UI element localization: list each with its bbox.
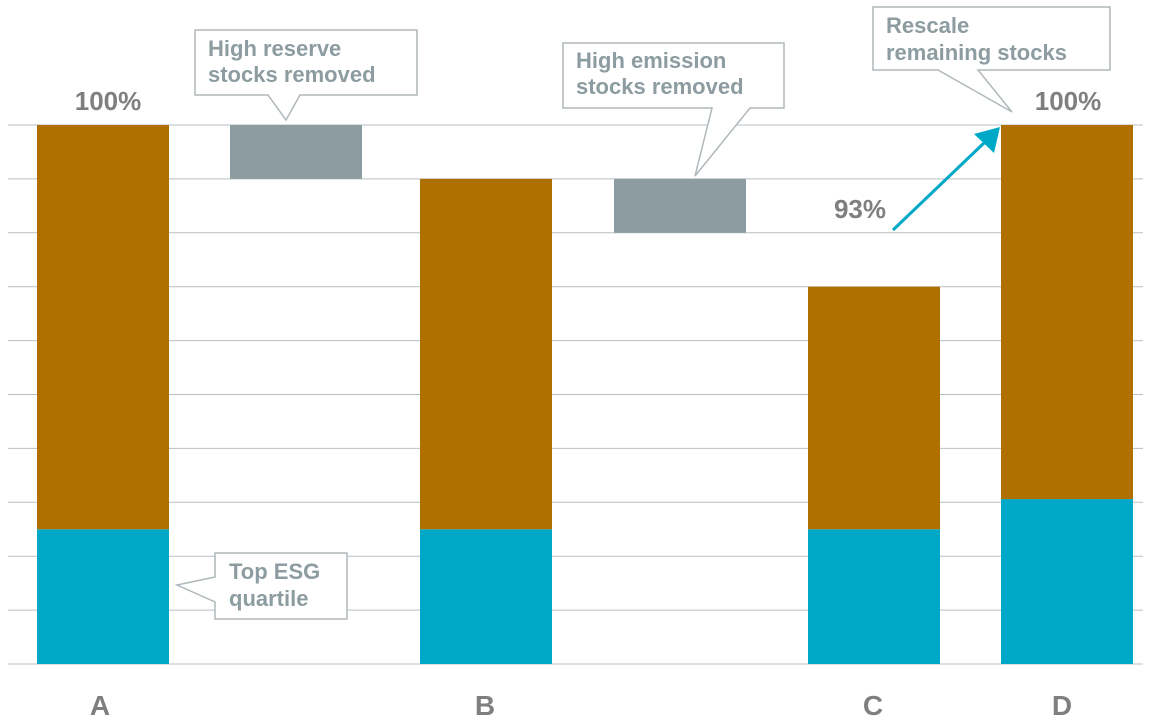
callout-rescale-line2: remaining stocks [886,40,1067,65]
bar-c-remaining [808,286,940,530]
bar-c-top-esg-quartile [808,529,940,664]
removal-bar-1 [230,125,362,179]
callout-rescale: Rescale remaining stocks [872,6,1111,113]
bar-d-top-esg-quartile [1001,499,1133,664]
callout-high-reserve-line2: stocks removed [208,62,376,87]
callout-rescale-line1: Rescale [886,13,969,38]
category-label-b: B [475,690,495,721]
callout-high-reserve: High reserve stocks removed [194,29,418,122]
callout-high-emission-line2: stocks removed [576,74,744,99]
callout-top-esg: Top ESG quartile [174,552,348,620]
removal-bar-2 [614,178,746,233]
rescale-arrow [891,127,1000,232]
callout-top-esg-line1: Top ESG [229,559,320,584]
callout-high-emission-line1: High emission [576,48,726,73]
total-label-a: 100% [75,86,142,116]
bar-b-remaining [420,178,552,530]
total-label-d: 100% [1035,86,1102,116]
total-label-c: 93% [834,194,886,224]
gridlines [8,124,1143,665]
callout-top-esg-line2: quartile [229,586,308,611]
category-label-a: A [90,690,110,721]
bar-a-remaining [37,125,169,530]
category-label-d: D [1052,690,1072,721]
category-labels: A B C D [90,690,1072,721]
bar-a-top-esg-quartile [37,529,169,664]
bar-b-top-esg-quartile [420,529,552,664]
callout-high-reserve-line1: High reserve [208,36,341,61]
category-label-c: C [863,690,883,721]
callout-high-emission: High emission stocks removed [562,42,785,177]
bar-d-remaining [1001,125,1133,500]
bars [37,125,1133,664]
